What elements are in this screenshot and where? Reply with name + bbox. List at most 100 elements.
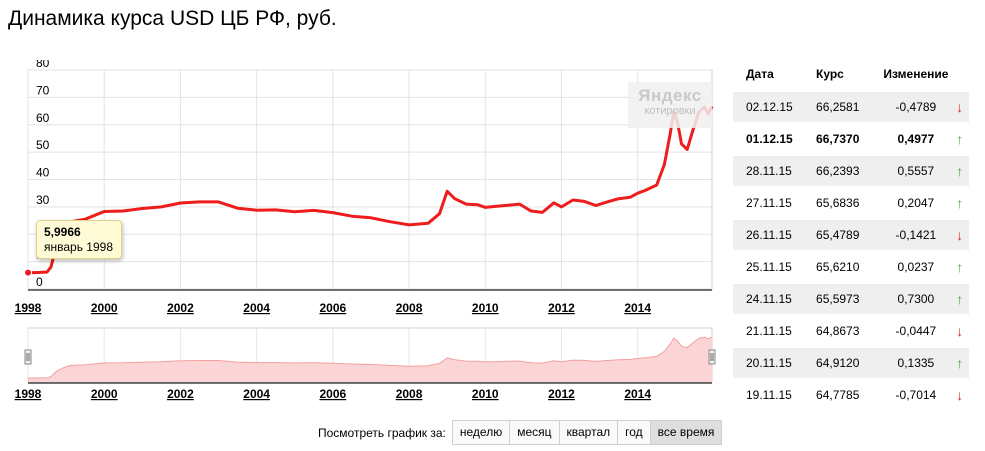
rate-row: 24.11.15 65,5973 0,7300 ↑ — [733, 282, 969, 315]
x-tick-label: 2002 — [167, 301, 194, 315]
arrow-down-icon: ↓ — [950, 218, 969, 251]
navigator-handle-left[interactable] — [24, 349, 32, 365]
period-button[interactable]: квартал — [559, 421, 619, 444]
rate-row: 28.11.15 66,2393 0,5557 ↑ — [733, 154, 969, 187]
date-cell: 01.12.15 — [733, 122, 817, 155]
arrow-down-icon: ↓ — [950, 90, 969, 123]
navigator-tick-label: 2006 — [319, 387, 346, 401]
change-cell: 0,4977 — [881, 122, 951, 155]
change-cell: -0,7014 — [881, 378, 951, 410]
rate-row: 27.11.15 65,6836 0,2047 ↑ — [733, 186, 969, 219]
change-cell: -0,0447 — [881, 314, 951, 347]
hover-marker — [24, 268, 32, 277]
navigator-tick-label: 2014 — [624, 387, 651, 401]
rate-row: 25.11.15 65,6210 0,0237 ↑ — [733, 250, 969, 283]
rate-row: 20.11.15 64,9120 0,1335 ↑ — [733, 346, 969, 379]
rate-cell: 66,7370 — [816, 122, 882, 155]
watermark-brand: Яндекс — [638, 86, 702, 105]
y-tick-label: 70 — [36, 83, 50, 97]
date-cell: 27.11.15 — [733, 186, 817, 219]
date-cell: 20.11.15 — [733, 346, 817, 379]
rate-cell: 65,4789 — [816, 218, 882, 251]
rate-row: 02.12.15 66,2581 -0,4789 ↓ — [733, 90, 969, 123]
date-cell: 26.11.15 — [733, 218, 817, 251]
arrow-up-icon: ↑ — [950, 346, 969, 379]
rate-cell: 65,6210 — [816, 250, 882, 283]
change-cell: 0,7300 — [881, 282, 951, 315]
arrow-up-icon: ↑ — [950, 282, 969, 315]
rate-row: 01.12.15 66,7370 0,4977 ↑ — [733, 122, 969, 155]
x-tick-label: 2006 — [319, 301, 346, 315]
x-tick-label: 2014 — [624, 301, 651, 315]
rate-row: 26.11.15 65,4789 -0,1421 ↓ — [733, 218, 969, 251]
chart-tooltip: 5,9966 январь 1998 — [36, 220, 122, 259]
rate-cell: 65,6836 — [816, 186, 882, 219]
navigator-tick-label: 2002 — [167, 387, 194, 401]
navigator-tick-label: 2000 — [91, 387, 118, 401]
change-cell: 0,1335 — [881, 346, 951, 379]
navigator-tick-label: 2012 — [548, 387, 575, 401]
header-arrow — [950, 58, 969, 91]
y-tick-label: 0 — [36, 275, 43, 289]
rate-cell: 65,5973 — [816, 282, 882, 315]
navigator-tick-label: 2010 — [472, 387, 499, 401]
y-tick-label: 60 — [36, 111, 50, 125]
rates-table: Дата Курс Изменение 02.12.15 66,2581 -0,47… — [733, 58, 969, 410]
navigator-tick-label: 2004 — [243, 387, 270, 401]
navigator-area-fill — [28, 337, 712, 382]
arrow-up-icon: ↑ — [950, 122, 969, 155]
period-button[interactable]: неделю — [452, 421, 511, 444]
x-tick-label: 2012 — [548, 301, 575, 315]
header-change: Изменение — [883, 67, 949, 81]
tooltip-date: январь 1998 — [44, 240, 113, 254]
yandex-watermark: Яндекс котировки — [628, 82, 712, 128]
page-title: Динамика курса USD ЦБ РФ, руб. — [8, 7, 337, 30]
date-cell: 25.11.15 — [733, 250, 817, 283]
rate-cell: 66,2581 — [816, 90, 882, 123]
x-tick-label: 2000 — [91, 301, 118, 315]
date-cell: 28.11.15 — [733, 154, 817, 187]
period-selector: Посмотреть график за: неделю месяц квартал… — [318, 420, 723, 445]
x-tick-label: 1998 — [15, 301, 42, 315]
change-cell: 0,5557 — [881, 154, 951, 187]
y-tick-label: 40 — [36, 166, 50, 180]
date-cell: 19.11.15 — [733, 378, 817, 410]
arrow-down-icon: ↓ — [950, 378, 969, 410]
y-tick-label: 80 — [36, 60, 50, 70]
change-cell: -0,1421 — [881, 218, 951, 251]
arrow-down-icon: ↓ — [950, 314, 969, 347]
navigator-line — [28, 336, 713, 379]
arrow-up-icon: ↑ — [950, 250, 969, 283]
rates-header-row: Дата Курс Изменение — [733, 58, 969, 91]
rate-cell: 66,2393 — [816, 154, 882, 187]
x-tick-label: 2004 — [243, 301, 270, 315]
period-button[interactable]: все время — [650, 421, 722, 444]
period-button[interactable]: месяц — [510, 421, 560, 444]
rate-row: 19.11.15 64,7785 -0,7014 ↓ — [733, 378, 969, 410]
change-cell: 0,2047 — [881, 186, 951, 219]
navigator-handle-right[interactable] — [708, 349, 716, 365]
rates-body: 02.12.15 66,2581 -0,4789 ↓ 01.12.15 66,7370 0,… — [733, 90, 969, 410]
period-button[interactable]: год — [618, 421, 651, 444]
change-cell: -0,4789 — [881, 90, 951, 123]
rate-row: 21.11.15 64,8673 -0,0447 ↓ — [733, 314, 969, 347]
y-tick-label: 30 — [36, 193, 50, 207]
y-tick-label: 50 — [36, 138, 50, 152]
x-tick-label: 2008 — [396, 301, 423, 315]
navigator-chart[interactable]: 1998 2000 2002 2004 2006 2008 2010 2012 2014 — [0, 322, 722, 404]
navigator-tick-label: 2008 — [396, 387, 423, 401]
rate-cell: 64,7785 — [816, 378, 882, 410]
arrow-up-icon: ↑ — [950, 186, 969, 219]
main-chart: 0102030405060708019982000200220042006200… — [15, 60, 714, 315]
period-label: Посмотреть график за: — [318, 425, 446, 440]
change-cell: 0,0237 — [881, 250, 951, 283]
date-cell: 24.11.15 — [733, 282, 817, 315]
date-cell: 21.11.15 — [733, 314, 817, 347]
tooltip-value: 5,9966 — [44, 225, 81, 239]
period-buttons: неделю месяц квартал год все время — [451, 420, 723, 445]
header-rate: Курс — [816, 67, 844, 81]
date-cell: 02.12.15 — [733, 90, 817, 123]
arrow-up-icon: ↑ — [950, 154, 969, 187]
x-tick-label: 2010 — [472, 301, 499, 315]
rate-cell: 64,8673 — [816, 314, 882, 347]
